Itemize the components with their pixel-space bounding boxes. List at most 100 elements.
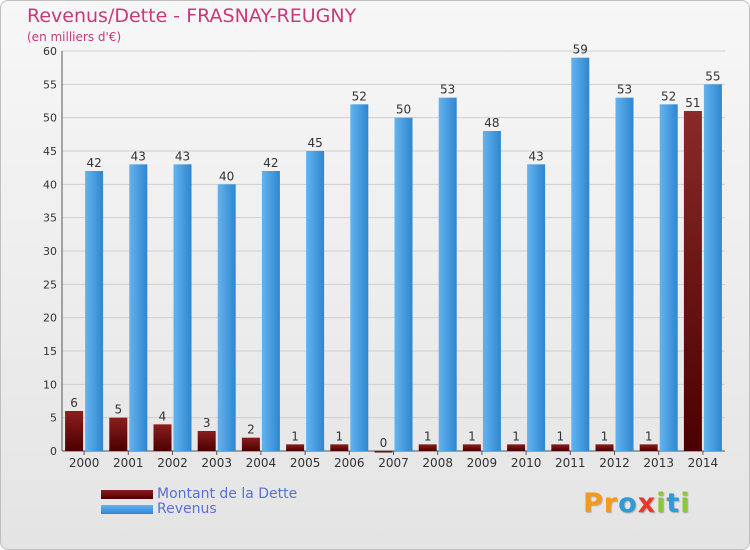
data-label-dette: 1 [424,429,432,443]
data-label-dette: 1 [335,429,343,443]
y-tick-label: 30 [43,245,57,258]
data-label-revenus: 42 [86,156,101,170]
y-tick-label: 15 [43,345,57,358]
data-label-dette: 1 [556,429,564,443]
bar-dette [330,444,349,451]
proxiti-logo: Proxiti [583,488,691,519]
logo-letter: o [618,488,638,519]
legend-label-revenus: Revenus [157,501,217,517]
data-label-dette: 2 [247,423,255,437]
x-tick-label: 2008 [422,456,453,470]
data-label-dette: 1 [645,429,653,443]
x-tick-label: 2006 [334,456,365,470]
bar-dette [286,444,305,451]
y-tick-label: 20 [43,312,57,325]
data-label-dette: 1 [601,429,609,443]
bar-revenus [129,164,148,452]
y-tick-label: 60 [43,45,57,58]
data-label-dette: 3 [203,416,211,430]
logo-letter: i [656,488,667,519]
x-tick-label: 2011 [555,456,586,470]
bar-revenus [659,104,678,451]
logo-letter: t [666,488,681,519]
x-tick-label: 2010 [511,456,542,470]
bar-dette [197,431,216,451]
data-label-revenus: 43 [131,149,146,163]
data-label-dette: 1 [291,429,299,443]
bar-revenus [217,184,236,452]
bar-revenus [482,131,501,451]
data-label-revenus: 45 [307,136,322,150]
x-tick-label: 2014 [688,456,719,470]
bar-dette [418,444,437,451]
logo-letter: i [680,488,691,519]
data-label-revenus: 50 [396,103,411,117]
bar-revenus [571,57,590,452]
data-label-dette: 51 [685,96,700,110]
x-tick-label: 2012 [599,456,630,470]
x-tick-label: 2009 [467,456,498,470]
bar-revenus [261,171,280,451]
chart-subtitle: (en milliers d'€) [27,30,122,44]
y-tick-label: 50 [43,112,57,125]
x-tick-label: 2013 [643,456,674,470]
bar-dette [374,451,393,453]
bar-revenus [438,97,457,452]
bar-revenus [173,164,192,452]
data-label-revenus: 43 [528,149,543,163]
x-tick-label: 2007 [378,456,409,470]
y-tick-label: 35 [43,212,57,225]
data-label-revenus: 42 [263,156,278,170]
bar-dette [241,437,260,451]
bar-dette [507,444,526,451]
x-tick-label: 2004 [246,456,277,470]
bar-dette [683,111,702,451]
data-label-revenus: 52 [661,89,676,103]
data-label-revenus: 59 [573,43,588,57]
data-label-revenus: 40 [219,169,234,183]
bar-revenus [306,151,325,451]
data-label-dette: 1 [512,429,520,443]
data-label-revenus: 43 [175,149,190,163]
bar-dette [551,444,570,451]
y-tick-label: 10 [43,378,57,391]
y-tick-label: 25 [43,278,57,291]
bar-revenus [394,117,413,452]
bar-revenus [703,84,722,451]
data-label-revenus: 53 [440,83,455,97]
chart-title: Revenus/Dette - FRASNAY-REUGNY [27,5,357,27]
bar-dette [153,424,172,451]
y-tick-label: 55 [43,78,57,91]
data-label-revenus: 52 [352,89,367,103]
data-label-revenus: 53 [617,83,632,97]
bar-revenus [615,97,634,452]
data-label-dette: 4 [159,409,167,423]
bar-revenus [350,104,369,451]
bar-revenus [527,164,546,452]
bar-dette [595,444,614,451]
y-tick-label: 5 [50,412,57,425]
legend-label-dette: Montant de la Dette [157,486,298,502]
logo-letter: r [603,488,619,519]
data-label-dette: 1 [468,429,476,443]
x-tick-label: 2002 [157,456,188,470]
legend-swatch-revenus [101,505,153,514]
y-tick-label: 45 [43,145,57,158]
bar-dette [65,411,84,451]
data-label-revenus: 48 [484,116,499,130]
data-label-revenus: 55 [705,69,720,83]
bar-dette [109,417,128,451]
y-tick-label: 0 [50,445,57,458]
x-tick-label: 2003 [201,456,232,470]
legend-swatch-dette [101,490,153,499]
bar-dette [462,444,481,451]
data-label-dette: 6 [70,396,78,410]
x-tick-label: 2005 [290,456,321,470]
logo-letter: P [583,488,604,519]
data-label-dette: 5 [114,403,122,417]
data-label-dette: 0 [380,436,388,450]
y-tick-label: 40 [43,178,57,191]
logo-letter: x [637,488,657,519]
